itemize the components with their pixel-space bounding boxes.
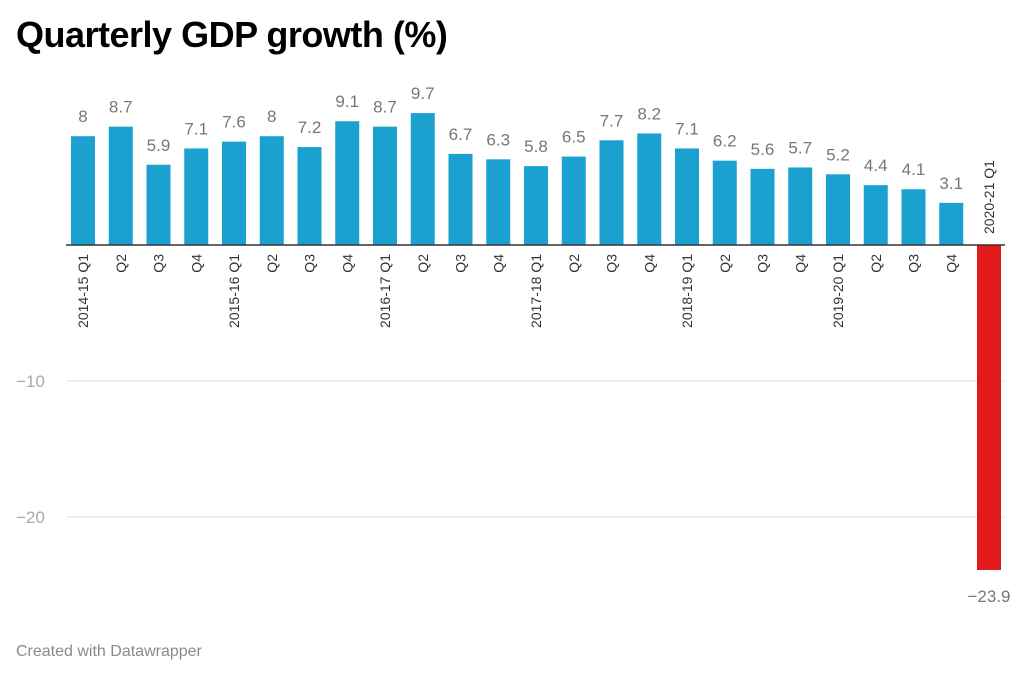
bar <box>750 168 775 245</box>
x-category-label: Q4 <box>188 254 204 273</box>
bar <box>826 174 850 245</box>
x-category-label: Q3 <box>151 254 167 273</box>
bar <box>222 141 246 245</box>
bar-value-label: 8 <box>78 107 87 126</box>
bar-value-label: 9.1 <box>335 92 359 111</box>
bar-value-label: 6.5 <box>562 128 586 147</box>
bar-value-label: 8 <box>267 107 276 126</box>
bar-value-label: 7.6 <box>222 113 246 132</box>
footer-credit: Created with Datawrapper <box>16 643 202 660</box>
bar <box>561 156 586 245</box>
bar-value-label: 4.1 <box>902 160 926 179</box>
x-category-label: Q2 <box>566 254 582 273</box>
bar-value-label: 8.7 <box>109 98 133 117</box>
bar <box>297 147 322 245</box>
bar <box>675 148 699 245</box>
x-category-label: Q4 <box>641 254 657 273</box>
bar-value-label: 7.7 <box>600 111 624 130</box>
chart-title: Quarterly GDP growth (%) <box>16 14 448 55</box>
bar <box>599 140 624 245</box>
x-category-label: Q4 <box>943 254 959 273</box>
bar <box>486 159 511 245</box>
bar <box>524 166 548 245</box>
bar <box>335 121 360 245</box>
y-tick-label: −20 <box>16 508 45 527</box>
bar-value-label: 8.7 <box>373 98 397 117</box>
bar-value-label: 5.2 <box>826 145 850 164</box>
bar-value-label: 8.2 <box>637 104 661 123</box>
bar-value-label: 5.6 <box>751 140 775 159</box>
bar <box>108 126 133 245</box>
x-category-label: Q3 <box>755 254 771 273</box>
x-category-label: Q3 <box>906 254 922 273</box>
bar <box>373 126 397 245</box>
bar <box>712 160 737 245</box>
bar <box>184 148 209 245</box>
x-category-label: Q4 <box>339 254 355 273</box>
bar <box>977 245 1001 571</box>
x-category-label: Q2 <box>113 254 129 273</box>
bar-value-label: −23.9 <box>967 587 1010 606</box>
x-category-label: Q2 <box>868 254 884 273</box>
x-category-label: Q2 <box>415 254 431 273</box>
bar <box>788 167 813 245</box>
y-tick-label: −10 <box>16 372 45 391</box>
x-category-label: Q4 <box>490 254 506 273</box>
x-category-label: Q4 <box>792 254 808 273</box>
x-category-label: 2017-18 Q1 <box>528 254 544 328</box>
bar-value-label: 4.4 <box>864 156 888 175</box>
x-category-label: 2018-19 Q1 <box>679 254 695 328</box>
bar-value-label: 9.7 <box>411 84 435 103</box>
bar <box>637 133 662 245</box>
x-category-label: 2020-21 Q1 <box>981 160 997 234</box>
bar-value-label: 7.1 <box>184 119 208 138</box>
bar <box>863 185 888 245</box>
bar <box>146 164 171 245</box>
x-category-label: Q3 <box>604 254 620 273</box>
bar-layer <box>66 113 1005 571</box>
bar <box>901 189 926 245</box>
bar-value-label: 5.8 <box>524 137 548 156</box>
bar <box>71 136 95 245</box>
bar-value-label: 7.1 <box>675 119 699 138</box>
bar <box>259 136 284 245</box>
x-category-label: Q3 <box>302 254 318 273</box>
bar <box>410 113 435 245</box>
bar-value-label: 6.2 <box>713 132 737 151</box>
x-category-label: 2015-16 Q1 <box>226 254 242 328</box>
bar-value-label: 6.7 <box>449 125 473 144</box>
bar-value-label: 5.9 <box>147 136 171 155</box>
bar-value-label: 5.7 <box>788 138 812 157</box>
bar <box>939 202 964 245</box>
bar <box>448 153 473 245</box>
x-category-label: 2016-17 Q1 <box>377 254 393 328</box>
grid-layer <box>66 380 1005 518</box>
x-category-label: 2014-15 Q1 <box>75 254 91 328</box>
x-category-label: 2019-20 Q1 <box>830 254 846 328</box>
x-category-label: Q2 <box>717 254 733 273</box>
bar-value-label: 3.1 <box>939 174 963 193</box>
bar-value-label: 6.3 <box>486 130 510 149</box>
x-category-label: Q3 <box>453 254 469 273</box>
x-category-label: Q2 <box>264 254 280 273</box>
bar-value-label: 7.2 <box>298 118 322 137</box>
label-layer: −10 −20 8 2014-15 Q1 8.7 Q2 5.9 Q3 7.1 Q4 7.6 2015-… <box>16 84 1011 606</box>
